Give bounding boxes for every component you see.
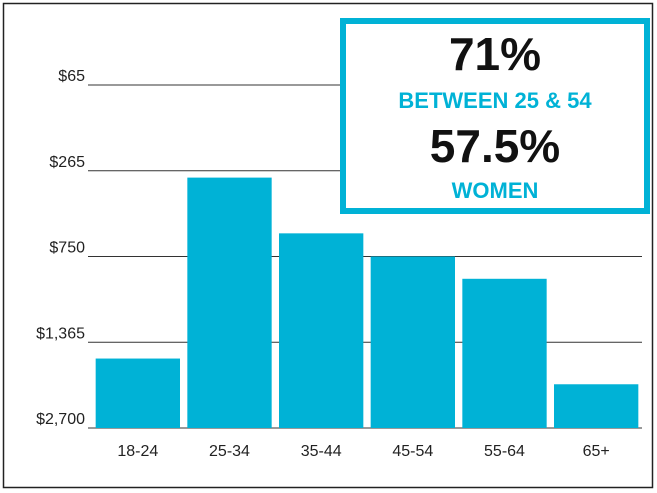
callout-label: BETWEEN 25 & 54 <box>398 88 592 113</box>
callout-stat: 57.5% <box>430 120 560 172</box>
callout-box <box>340 18 650 214</box>
plot: $2,700 $1,365 $750 $265 $65 18-24 25-34 35-44 45… <box>36 68 642 460</box>
x-tick-label: 35-44 <box>301 443 342 460</box>
bar <box>370 256 455 428</box>
x-tick-label: 45-54 <box>392 443 433 460</box>
callout: 71% BETWEEN 25 & 54 57.5% WOMEN <box>340 18 650 214</box>
y-tick-label: $65 <box>58 68 85 85</box>
y-tick-label: $750 <box>49 240 85 257</box>
bar <box>95 358 180 428</box>
x-tick-label: 25-34 <box>209 443 250 460</box>
y-tick-label: $265 <box>49 154 85 171</box>
y-tick-label: $2,700 <box>36 411 85 428</box>
x-tick-label: 65+ <box>583 443 610 460</box>
bar <box>187 177 272 428</box>
callout-label: WOMEN <box>452 178 539 203</box>
callout-stat: 71% <box>449 28 541 80</box>
bar <box>279 233 364 428</box>
bar <box>462 278 547 428</box>
x-tick-label: 18-24 <box>117 443 158 460</box>
y-tick-label: $1,365 <box>36 325 85 342</box>
bar <box>554 384 639 428</box>
x-tick-label: 55-64 <box>484 443 525 460</box>
